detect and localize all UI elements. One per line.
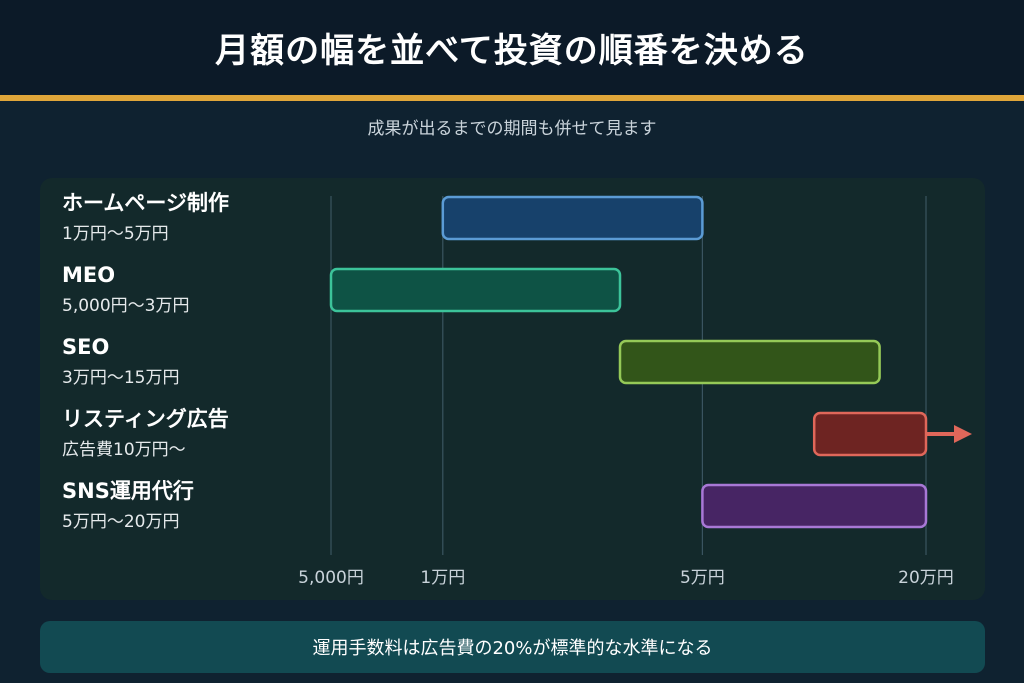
series-name: SNS運用代行 (62, 479, 194, 503)
series-name: MEO (62, 263, 116, 287)
row-label-homepage: ホームページ制作 1万円〜5万円 (62, 190, 229, 246)
series-name: ホームページ制作 (62, 191, 229, 215)
series-name: SEO (62, 335, 110, 359)
open-ended-arrow-icon (954, 425, 972, 443)
range-bar-homepage (441, 195, 704, 241)
series-range-label: 5,000円〜3万円 (62, 296, 190, 316)
range-bar-meo (329, 267, 622, 313)
row-label-seo: SEO 3万円〜15万円 (62, 334, 179, 390)
page-title: 月額の幅を並べて投資の順番を決める (215, 31, 809, 71)
x-tick-label: 1万円 (420, 568, 465, 588)
row-label-sns: SNS運用代行 5万円〜20万円 (62, 478, 194, 534)
series-range-label: 5万円〜20万円 (62, 512, 180, 532)
accent-divider (0, 95, 1024, 101)
x-tick-label: 20万円 (898, 568, 954, 588)
row-label-meo: MEO 5,000円〜3万円 (62, 262, 189, 318)
series-range-label: 広告費10万円〜 (62, 440, 186, 460)
footer-note-text: 運用手数料は広告費の20%が標準的な水準になる (312, 638, 713, 659)
chart-panel (40, 178, 985, 600)
page-subtitle: 成果が出るまでの期間も併せて見ます (367, 119, 657, 139)
x-tick-label: 5万円 (680, 568, 725, 588)
series-name: リスティング広告 (62, 407, 229, 431)
header-bar: 月額の幅を並べて投資の順番を決める (0, 0, 1024, 95)
row-label-listing: リスティング広告 広告費10万円〜 (62, 406, 229, 462)
x-tick-label: 5,000円 (298, 568, 364, 588)
range-bar-sns (701, 483, 928, 529)
footer-note: 運用手数料は広告費の20%が標準的な水準になる (40, 621, 985, 673)
range-bar-listing (812, 411, 928, 457)
series-range-label: 1万円〜5万円 (62, 224, 169, 244)
range-bar-seo (618, 339, 881, 385)
series-range-label: 3万円〜15万円 (62, 368, 180, 388)
